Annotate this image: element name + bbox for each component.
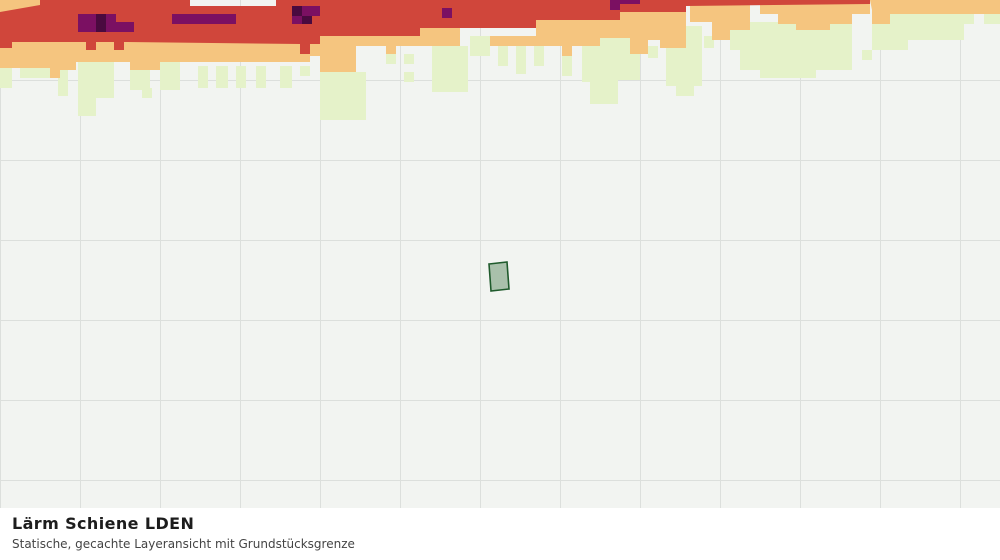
noise-red: [0, 0, 870, 54]
map-title: Lärm Schiene LDEN: [12, 514, 195, 533]
map-subtitle: Statische, gecachte Layeransicht mit Gru…: [12, 537, 355, 551]
caption: Lärm Schiene LDEN Statische, gecachte La…: [0, 508, 1000, 560]
noise-dark: [96, 6, 312, 32]
noise-green: [0, 14, 1000, 120]
map: [0, 0, 1000, 508]
parcel-boundary[interactable]: [488, 261, 510, 292]
